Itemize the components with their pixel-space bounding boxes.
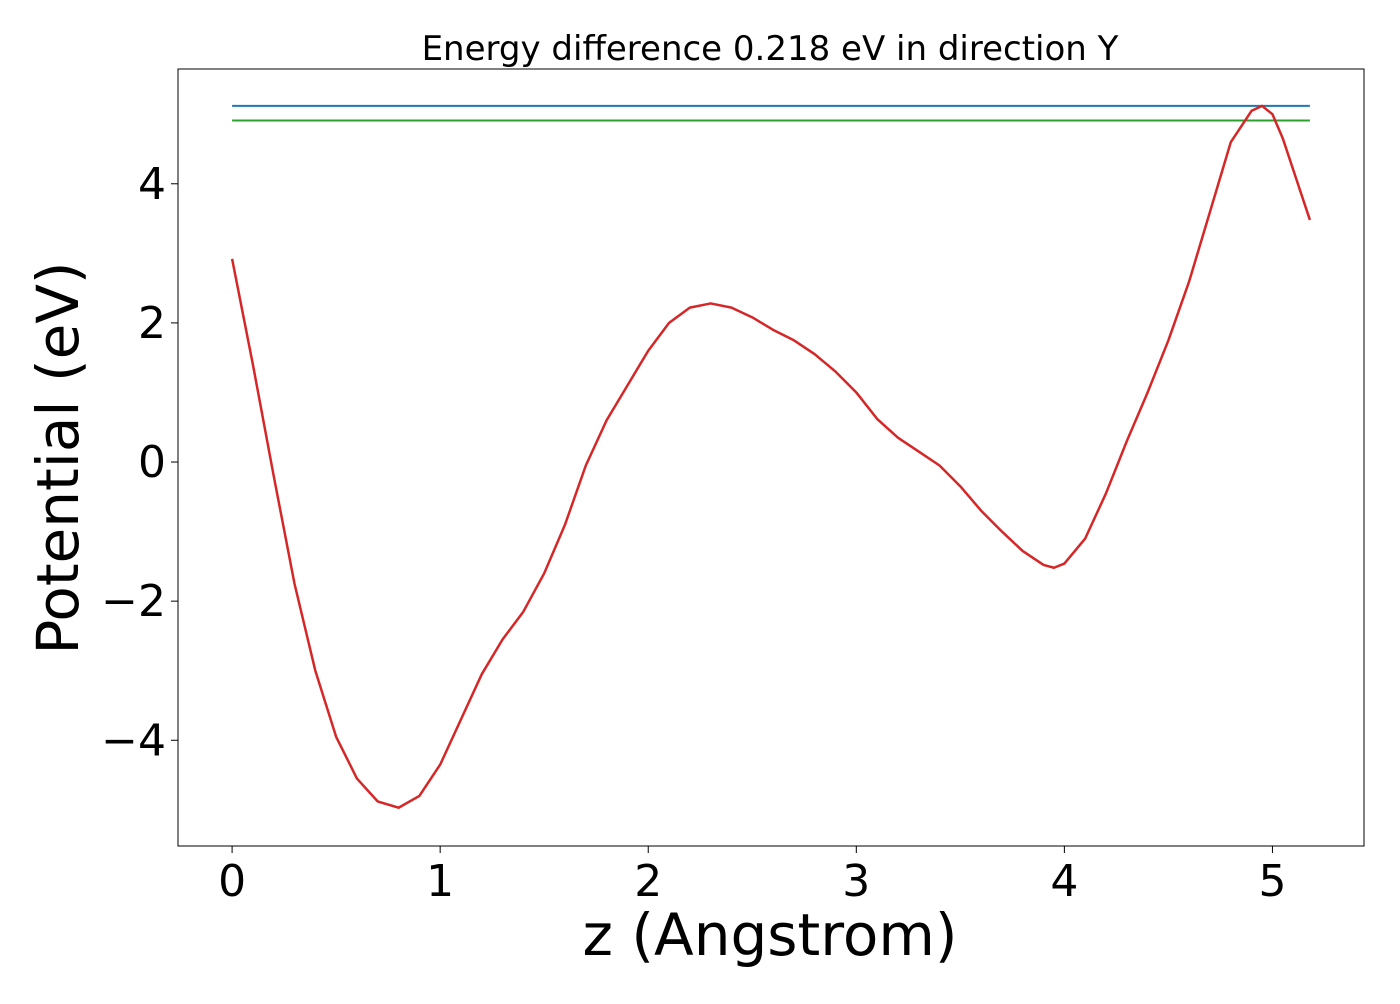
plot-area: [177, 68, 1365, 847]
x-tick-label: 0: [218, 856, 246, 907]
y-tick-label: 0: [138, 437, 166, 488]
y-tick-label: 4: [138, 159, 166, 210]
x-axis-title: z (Angstrom): [583, 901, 958, 969]
x-tick-label: 1: [426, 856, 454, 907]
chart-title: Energy difference 0.218 eV in direction …: [422, 29, 1119, 69]
y-tick-label: −2: [101, 576, 166, 627]
x-tick-label: 2: [634, 856, 662, 907]
plot-frame: [177, 68, 1365, 847]
x-tick-label: 4: [1050, 856, 1078, 907]
x-tick-label: 5: [1258, 856, 1286, 907]
x-axis-ticks: 0 1 2 3 4 5: [218, 846, 1286, 907]
x-tick-label: 3: [842, 856, 870, 907]
y-axis-title: Potential (eV): [24, 261, 92, 654]
y-axis-ticks: −4 −2 0 2 4: [101, 159, 178, 766]
potential-curve: [230, 104, 1312, 809]
y-tick-label: −4: [101, 715, 166, 766]
y-tick-label: 2: [138, 298, 166, 349]
